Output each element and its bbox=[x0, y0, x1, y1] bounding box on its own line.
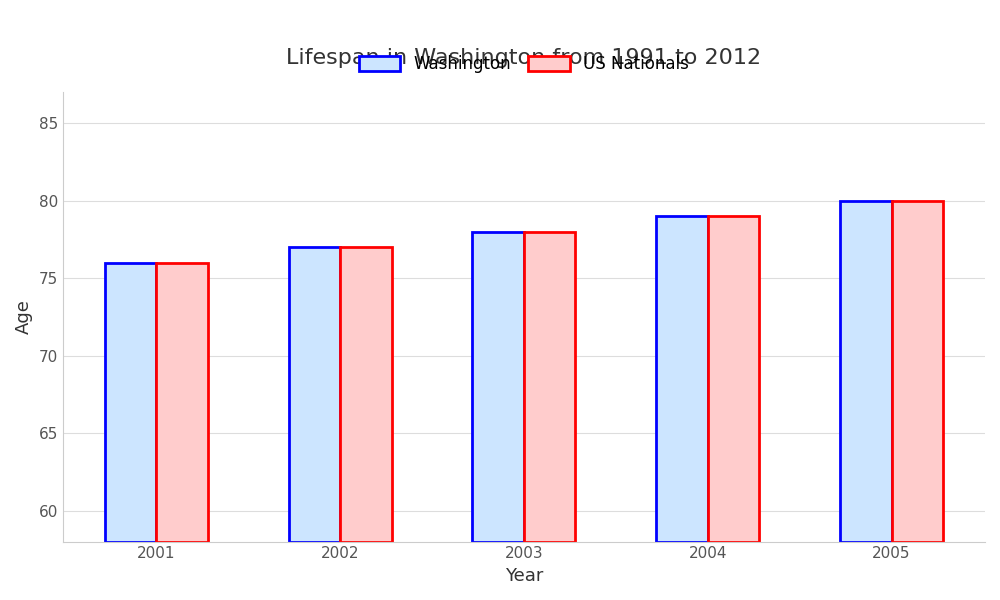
Legend: Washington, US Nationals: Washington, US Nationals bbox=[350, 47, 697, 81]
Bar bbox=[892, 200, 943, 542]
Y-axis label: Age: Age bbox=[15, 299, 33, 334]
Bar bbox=[524, 232, 575, 542]
Bar bbox=[472, 232, 524, 542]
Bar bbox=[289, 247, 340, 542]
Bar bbox=[105, 263, 156, 542]
Title: Lifespan in Washington from 1991 to 2012: Lifespan in Washington from 1991 to 2012 bbox=[286, 49, 761, 68]
Bar bbox=[340, 247, 392, 542]
Bar bbox=[656, 216, 708, 542]
Bar bbox=[708, 216, 759, 542]
X-axis label: Year: Year bbox=[505, 567, 543, 585]
Bar bbox=[840, 200, 892, 542]
Bar bbox=[156, 263, 208, 542]
